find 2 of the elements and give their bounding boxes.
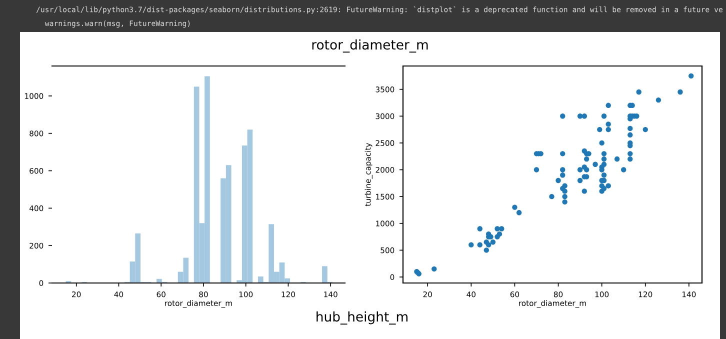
chart-title: rotor_diameter_m [312, 39, 428, 53]
text: hub_height_m [316, 311, 408, 325]
